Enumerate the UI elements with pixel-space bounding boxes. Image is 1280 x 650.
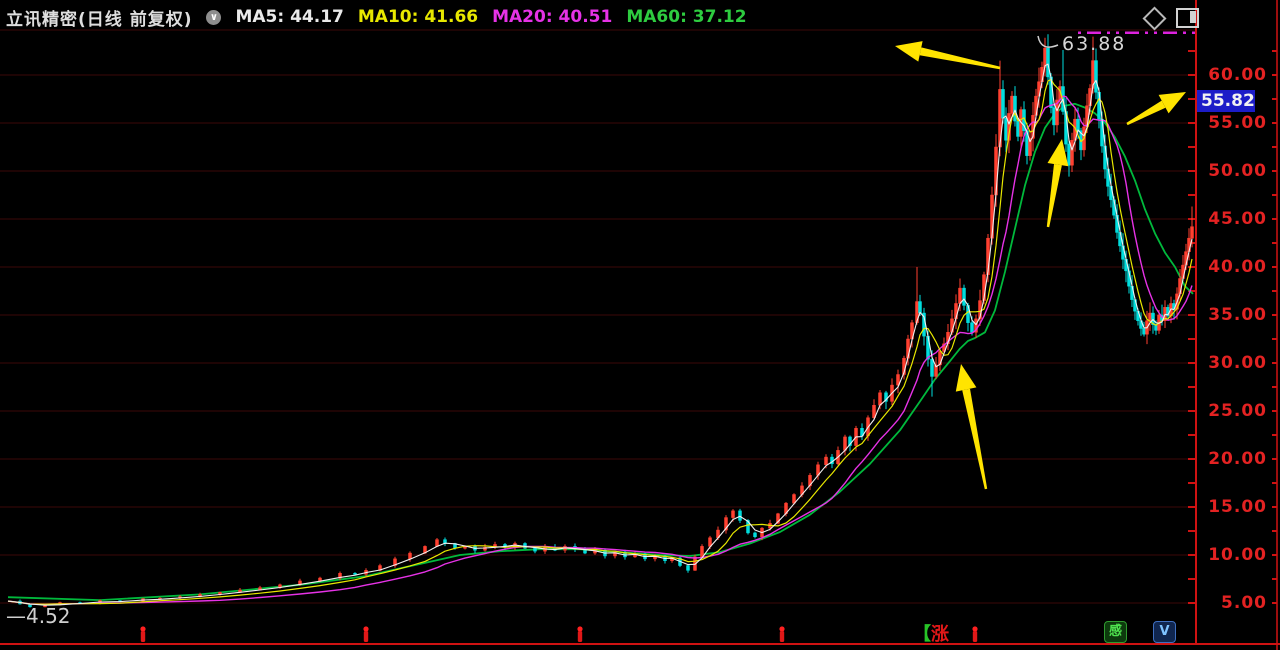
y-axis-label: 60.00 [1208, 65, 1267, 85]
annotation-arrow-4 [962, 388, 988, 490]
emoji-badge-blue: V [1153, 621, 1176, 643]
ma5-line [7, 63, 1193, 606]
annotation-arrow-3 [1046, 164, 1062, 228]
y-axis-label: 55.00 [1208, 113, 1267, 133]
annotation-arrow-head-4 [955, 364, 977, 392]
y-axis-label: 20.00 [1208, 449, 1267, 469]
chart-header: 立讯精密(日线 前复权) ∨ MA5: 44.17 MA10: 41.66 MA… [6, 5, 747, 30]
stock-title: 立讯精密(日线 前复权) [6, 9, 193, 30]
event-marker[interactable] [972, 626, 978, 642]
dropdown-icon[interactable]: ∨ [206, 9, 222, 25]
annotation-arrow-head-2 [1158, 92, 1186, 114]
ma60-value: MA60: 37.12 [626, 7, 747, 27]
emoji-badge-green: 感 [1104, 621, 1127, 643]
side-panel-icon[interactable] [1176, 8, 1199, 28]
y-axis-label: 10.00 [1208, 545, 1267, 565]
y-axis-label: 5.00 [1221, 593, 1267, 613]
event-marker[interactable] [577, 626, 583, 642]
ma10-value: MA10: 41.66 [357, 7, 479, 27]
event-marker[interactable] [363, 626, 369, 642]
ma60-line [7, 102, 1194, 601]
annotation-arrow-2 [1126, 100, 1166, 126]
high-annotation-pointer [1037, 35, 1059, 48]
y-axis-label: 30.00 [1208, 353, 1267, 373]
bracket-glyph: 【 [913, 624, 931, 645]
ma5-value: MA5: 44.17 [235, 7, 344, 27]
low-price-annotation: —4.52 [6, 604, 71, 628]
annotation-arrow-head-1 [895, 41, 923, 62]
watermark-zhang: 【涨 [913, 620, 949, 646]
current-price-tag: 55.82 [1197, 90, 1255, 112]
zhang-glyph: 涨 [931, 624, 949, 645]
y-axis-label: 50.00 [1208, 161, 1267, 181]
ma20-value: MA20: 40.51 [492, 7, 613, 27]
y-axis-label: 35.00 [1208, 305, 1267, 325]
y-axis-label: 45.00 [1208, 209, 1267, 229]
ma20-line [7, 95, 1193, 605]
y-axis-label: 40.00 [1208, 257, 1267, 277]
annotation-arrow-head-3 [1047, 139, 1069, 167]
annotation-arrow-1 [919, 47, 1001, 70]
event-marker[interactable] [140, 626, 146, 642]
y-axis-label: 15.00 [1208, 497, 1267, 517]
high-price-annotation: 63.88 [1062, 33, 1127, 55]
y-axis-label: 25.00 [1208, 401, 1267, 421]
ma10-line [7, 78, 1193, 605]
event-marker[interactable] [779, 626, 785, 642]
